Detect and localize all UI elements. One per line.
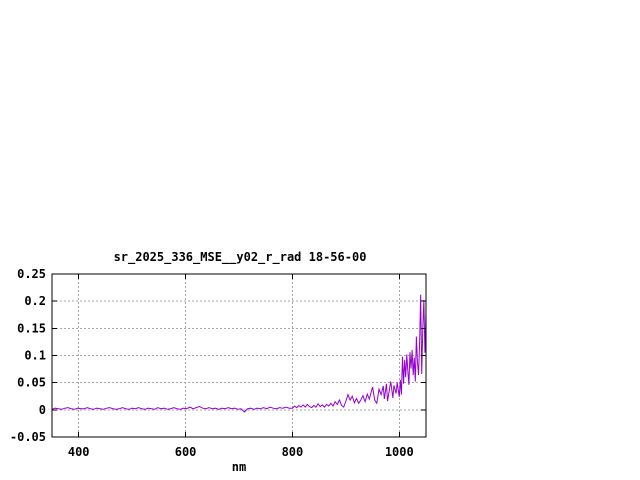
data-series xyxy=(51,294,427,413)
grid-lines xyxy=(52,274,426,437)
tick-labels: -0.05 0 0.05 0.1 0.15 0.2 0.25 400 600 800 1000 xyxy=(10,267,414,459)
x-axis-label: nm xyxy=(232,460,246,474)
data-polyline xyxy=(51,294,427,413)
y-tick-label: 0.1 xyxy=(24,349,46,363)
y-tick-label: 0.05 xyxy=(17,376,46,390)
y-tick-label: 0.2 xyxy=(24,294,46,308)
tick-marks xyxy=(52,273,426,438)
y-tick-label: -0.05 xyxy=(10,430,46,444)
y-tick-label: 0.25 xyxy=(17,267,46,281)
x-tick-label: 600 xyxy=(175,445,197,459)
x-tick-label: 1000 xyxy=(385,445,414,459)
x-tick-label: 800 xyxy=(282,445,304,459)
chart-title: sr_2025_336_MSE__y02_r_rad 18-56-00 xyxy=(114,250,367,265)
x-tick-label: 400 xyxy=(68,445,90,459)
y-tick-label: 0.15 xyxy=(17,321,46,335)
y-tick-label: 0 xyxy=(39,403,46,417)
